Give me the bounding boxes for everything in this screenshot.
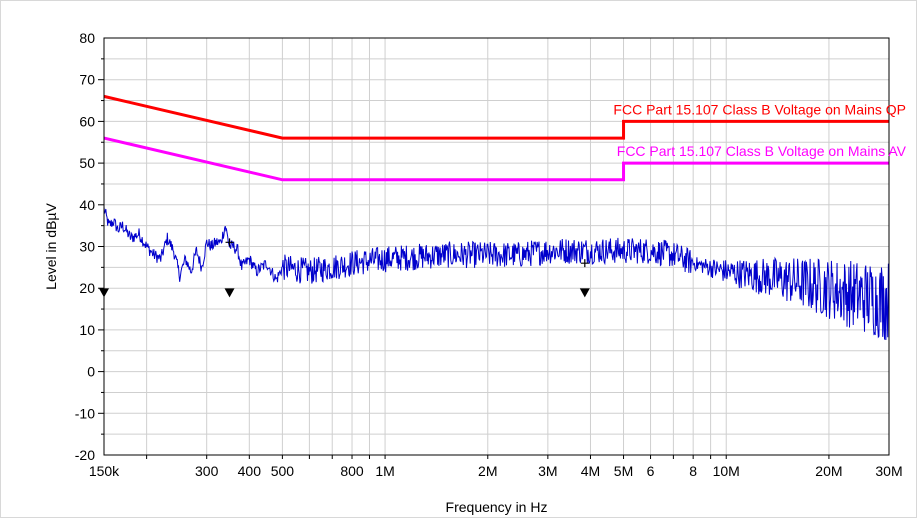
y-tick-label: -20 xyxy=(75,447,95,463)
limit-line-0 xyxy=(103,94,889,140)
series-layer xyxy=(103,94,890,341)
y-tick-label: 80 xyxy=(79,30,95,46)
average-marker xyxy=(579,288,590,298)
quasi-peak-marker xyxy=(580,259,589,268)
y-tick-label: 50 xyxy=(79,155,95,171)
y-tick-label: 20 xyxy=(79,280,95,296)
x-tick-label: 5M xyxy=(614,463,633,479)
limit-line-1 xyxy=(103,136,889,182)
tick-labels: 150k 300 400 500 800 1M 2M 3M 4M 5M 6 8 10M 20M 30M807… xyxy=(75,30,903,479)
x-tick-label: 10M xyxy=(713,463,740,479)
x-tick-label: 2M xyxy=(478,463,497,479)
y-tick-label: 40 xyxy=(79,197,95,213)
y-tick-label: 30 xyxy=(79,239,95,255)
limit-labels: FCC Part 15.107 Class B Voltage on Mains… xyxy=(613,101,906,159)
x-tick-label: 500 xyxy=(271,463,295,479)
x-tick-label: 30M xyxy=(875,463,902,479)
limit-label-0: FCC Part 15.107 Class B Voltage on Mains… xyxy=(613,101,906,117)
y-tick-label: 0 xyxy=(87,364,95,380)
x-tick-label: 3M xyxy=(538,463,557,479)
y-tick-label: 70 xyxy=(79,72,95,88)
y-tick-label: -10 xyxy=(75,405,95,421)
average-marker xyxy=(224,288,235,298)
x-tick-label: 800 xyxy=(340,463,364,479)
x-tick-label: 6 xyxy=(647,463,655,479)
x-tick-label: 8 xyxy=(689,463,697,479)
limit-label-1: FCC Part 15.107 Class B Voltage on Mains… xyxy=(617,143,907,159)
y-tick-label: 60 xyxy=(79,113,95,129)
x-tick-label: 300 xyxy=(195,463,219,479)
x-axis-title: Frequency in Hz xyxy=(446,499,548,515)
x-tick-label: 20M xyxy=(815,463,842,479)
x-tick-label: 150k xyxy=(89,463,120,479)
x-tick-label: 4M xyxy=(581,463,600,479)
quasi-peak-marker xyxy=(225,238,234,247)
x-tick-label: 1M xyxy=(375,463,394,479)
measured-trace xyxy=(103,206,890,341)
x-tick-label: 400 xyxy=(238,463,262,479)
y-axis-title: Level in dBµV xyxy=(43,203,59,290)
y-tick-label: 10 xyxy=(79,322,95,338)
